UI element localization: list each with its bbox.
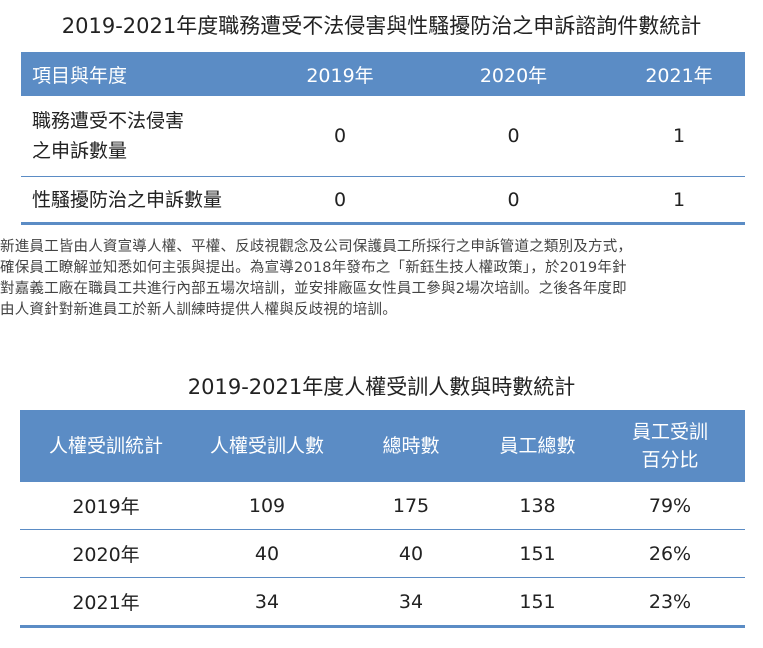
cell-percentage: 26% bbox=[595, 529, 745, 578]
cell-employees: 151 bbox=[480, 577, 595, 628]
cell-hours: 175 bbox=[342, 482, 480, 530]
header-item-year: 項目與年度 bbox=[21, 52, 266, 96]
description-paragraph: 新進員工皆由人資宣導人權、平權、反歧視觀念及公司保護員工所採行之申訴管道之類別及… bbox=[0, 237, 760, 321]
header-line2: 百分比 bbox=[641, 449, 699, 471]
cell-hours: 40 bbox=[342, 529, 480, 578]
header-2021: 2021年 bbox=[613, 52, 745, 96]
header-line1: 員工受訓 bbox=[631, 421, 708, 443]
table-row: 2020年 40 40 151 26% bbox=[20, 529, 745, 578]
table1-title: 2019-2021年度職務遭受不法侵害與性騷擾防治之申訴諮詢件數統計 bbox=[61, 14, 702, 38]
cell-value: 1 bbox=[613, 96, 745, 177]
cell-trainees: 40 bbox=[192, 529, 342, 578]
paragraph-line: 對嘉義工廠在職員工共進行內部五場次培訓，並安排廠區女性員工參與2場次培訓。之後各… bbox=[0, 281, 627, 297]
paragraph-line: 由人資針對新進員工於新人訓練時提供人權與反歧視的培訓。 bbox=[0, 302, 397, 318]
cell-year: 2019年 bbox=[20, 482, 192, 530]
cell-value: 0 bbox=[414, 176, 613, 225]
cell-percentage: 79% bbox=[595, 482, 745, 530]
row-label-line2: 之申訴數量 bbox=[32, 140, 128, 162]
header-2019: 2019年 bbox=[266, 52, 414, 96]
cell-value: 0 bbox=[266, 96, 414, 177]
cell-employees: 151 bbox=[480, 529, 595, 578]
header-trainees: 人權受訓人數 bbox=[192, 410, 342, 482]
table-header-row: 人權受訓統計 人權受訓人數 總時數 員工總數 員工受訓 百分比 bbox=[20, 410, 745, 482]
table-row: 2019年 109 175 138 79% bbox=[20, 482, 745, 530]
cell-hours: 34 bbox=[342, 577, 480, 628]
header-2020: 2020年 bbox=[414, 52, 613, 96]
header-training-percentage: 員工受訓 百分比 bbox=[595, 410, 745, 482]
table-row: 職務遭受不法侵害 之申訴數量 0 0 1 bbox=[21, 96, 745, 177]
header-total-hours: 總時數 bbox=[342, 410, 480, 482]
cell-year: 2021年 bbox=[20, 577, 192, 628]
row-label: 職務遭受不法侵害 之申訴數量 bbox=[21, 96, 266, 177]
paragraph-line: 新進員工皆由人資宣導人權、平權、反歧視觀念及公司保護員工所採行之申訴管道之類別及… bbox=[0, 239, 633, 255]
cell-percentage: 23% bbox=[595, 577, 745, 628]
cell-trainees: 34 bbox=[192, 577, 342, 628]
header-total-employees: 員工總數 bbox=[480, 410, 595, 482]
table-row: 2021年 34 34 151 23% bbox=[20, 577, 745, 628]
row-label: 性騷擾防治之申訴數量 bbox=[21, 176, 266, 225]
paragraph-line: 確保員工瞭解並知悉如何主張與提出。為宣導2018年發布之「新鈺生技人權政策」，於… bbox=[0, 260, 627, 276]
table-header-row: 項目與年度 2019年 2020年 2021年 bbox=[21, 52, 745, 96]
cell-employees: 138 bbox=[480, 482, 595, 530]
cell-value: 0 bbox=[266, 176, 414, 225]
row-label-line1: 職務遭受不法侵害 bbox=[32, 110, 185, 132]
table2-title: 2019-2021年度人權受訓人數與時數統計 bbox=[187, 375, 576, 399]
cell-trainees: 109 bbox=[192, 482, 342, 530]
training-stats-table: 人權受訓統計 人權受訓人數 總時數 員工總數 員工受訓 百分比 2019年 10… bbox=[20, 410, 745, 628]
table-row: 性騷擾防治之申訴數量 0 0 1 bbox=[21, 176, 745, 225]
cell-year: 2020年 bbox=[20, 529, 192, 578]
cell-value: 0 bbox=[414, 96, 613, 177]
complaint-stats-table: 項目與年度 2019年 2020年 2021年 職務遭受不法侵害 之申訴數量 0… bbox=[21, 52, 745, 225]
cell-value: 1 bbox=[613, 176, 745, 225]
header-training-stats: 人權受訓統計 bbox=[20, 410, 192, 482]
